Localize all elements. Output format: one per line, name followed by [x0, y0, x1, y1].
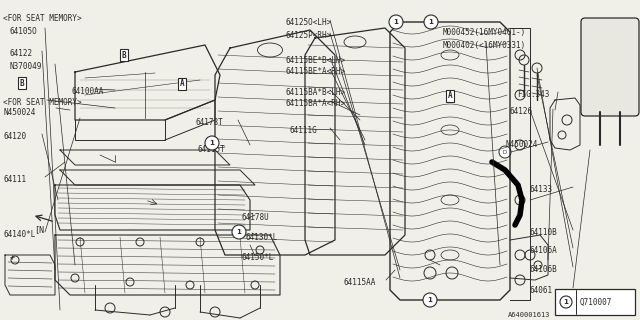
Text: N450024: N450024: [505, 140, 538, 149]
Text: Q710007: Q710007: [580, 298, 612, 307]
Text: 64115BA*B<LH>: 64115BA*B<LH>: [285, 88, 345, 97]
Text: 64106A: 64106A: [530, 246, 557, 255]
Text: 64150*L: 64150*L: [242, 253, 275, 262]
Text: M000452(16MY0401-): M000452(16MY0401-): [443, 28, 526, 37]
Text: 64120: 64120: [3, 132, 26, 141]
Text: FIG.343: FIG.343: [517, 90, 549, 99]
Text: 64122: 64122: [10, 49, 33, 58]
Text: 1: 1: [429, 19, 433, 25]
Text: N450024: N450024: [3, 108, 35, 117]
Text: 1: 1: [394, 19, 399, 25]
Text: 64115T: 64115T: [198, 145, 226, 154]
Text: [N: [N: [34, 225, 44, 234]
Text: A: A: [448, 92, 452, 100]
Circle shape: [205, 136, 219, 150]
Circle shape: [499, 146, 511, 158]
Text: 64115BA*A<RH>: 64115BA*A<RH>: [285, 99, 345, 108]
Text: 64126: 64126: [510, 107, 533, 116]
Text: B: B: [20, 78, 24, 87]
Text: 64115BE*A<RH>: 64115BE*A<RH>: [285, 67, 345, 76]
Text: 64178U: 64178U: [242, 213, 269, 222]
Circle shape: [232, 225, 246, 239]
Text: 64115AA: 64115AA: [344, 278, 376, 287]
Text: 1: 1: [564, 299, 568, 305]
Text: <FOR SEAT MEMORY>: <FOR SEAT MEMORY>: [3, 14, 82, 23]
Text: 1: 1: [428, 297, 433, 303]
Circle shape: [424, 15, 438, 29]
Text: 64105O: 64105O: [10, 27, 38, 36]
Text: 64140*L: 64140*L: [3, 230, 35, 239]
Text: B: B: [122, 51, 126, 60]
Text: 64111: 64111: [3, 175, 26, 184]
Circle shape: [389, 15, 403, 29]
Text: 64133: 64133: [530, 185, 553, 194]
Text: N370049: N370049: [10, 62, 42, 71]
Text: 64106B: 64106B: [530, 265, 557, 274]
Text: M000402(<16MY0331): M000402(<16MY0331): [443, 41, 526, 50]
Text: 64125P<RH>: 64125P<RH>: [285, 31, 332, 40]
Text: 64111G: 64111G: [289, 126, 317, 135]
Text: A: A: [180, 79, 184, 89]
Text: D: D: [503, 149, 507, 155]
Text: 64100AA: 64100AA: [72, 87, 104, 96]
Text: A640001613: A640001613: [508, 312, 550, 318]
Text: <FOR SEAT MEMORY>: <FOR SEAT MEMORY>: [3, 98, 82, 107]
Circle shape: [423, 293, 437, 307]
Text: 64061: 64061: [530, 286, 553, 295]
Text: 64110B: 64110B: [530, 228, 557, 237]
FancyBboxPatch shape: [581, 18, 639, 116]
FancyBboxPatch shape: [555, 289, 635, 315]
Text: 64125O<LH>: 64125O<LH>: [285, 18, 332, 27]
Circle shape: [560, 296, 572, 308]
Text: 1: 1: [209, 140, 214, 146]
Text: 64115BE*B<LH>: 64115BE*B<LH>: [285, 56, 345, 65]
Text: 64178T: 64178T: [196, 118, 224, 127]
Text: 1: 1: [237, 229, 241, 235]
Text: 64130*L: 64130*L: [245, 233, 277, 242]
